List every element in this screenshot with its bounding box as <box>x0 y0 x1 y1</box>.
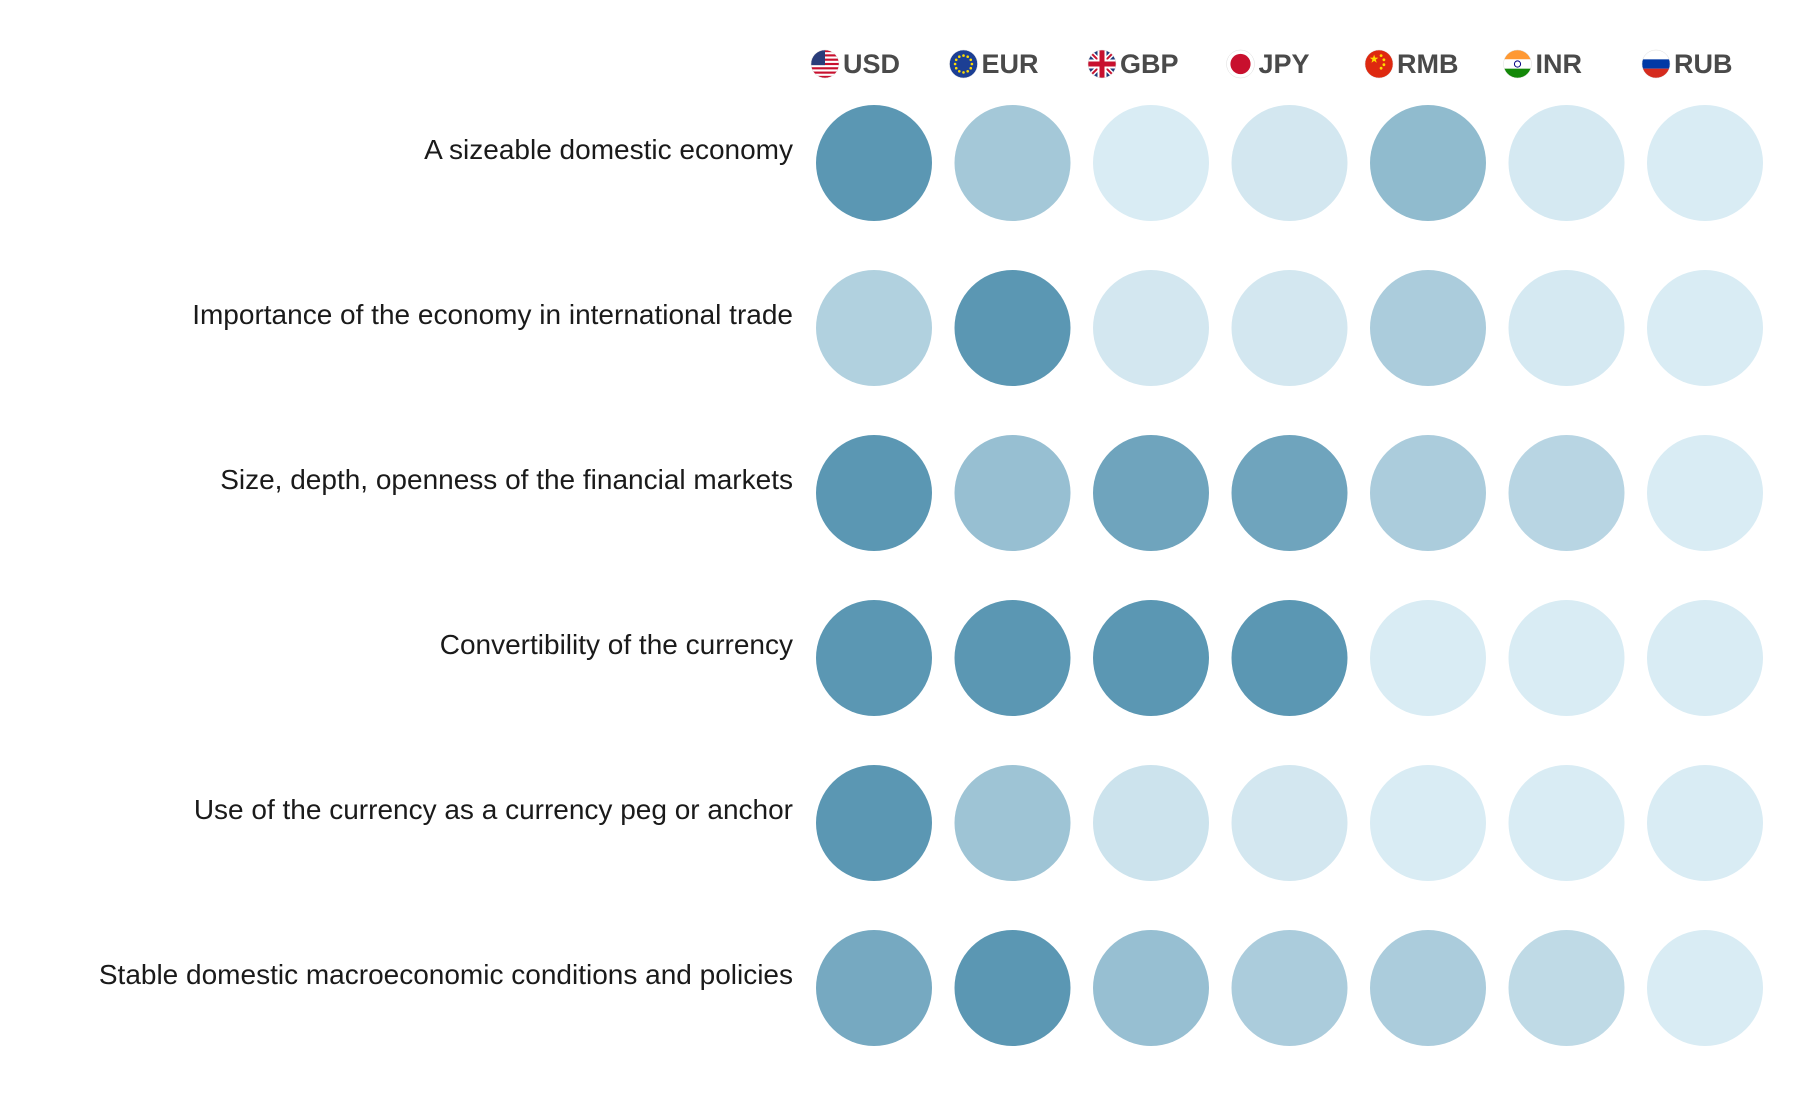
bubble-jpy-row-3 <box>1231 435 1348 551</box>
column-label: GBP <box>1120 49 1179 79</box>
column-header-rmb: RMB <box>1364 49 1459 79</box>
column-header-usd: USD <box>810 49 900 79</box>
row-label: Importance of the economy in internation… <box>192 299 793 330</box>
row-label: Convertibility of the currency <box>440 629 793 660</box>
bubble-gbp-row-2 <box>1093 270 1209 386</box>
bubble-jpy-row-1 <box>1231 105 1348 221</box>
column-label: JPY <box>1259 49 1310 79</box>
japan-flag-icon <box>1226 49 1255 79</box>
uk-flag-icon <box>1087 49 1117 79</box>
bubble-gbp-row-1 <box>1093 105 1209 221</box>
row-label: A sizeable domestic economy <box>424 134 793 165</box>
bubble-jpy-row-4 <box>1231 600 1348 716</box>
russia-flag-icon <box>1641 49 1671 79</box>
bubble-gbp-row-3 <box>1093 435 1209 551</box>
bubble-rmb-row-4 <box>1370 600 1486 716</box>
column-label: RUB <box>1674 49 1733 79</box>
bubble-rub-row-4 <box>1647 600 1763 716</box>
bubble-usd-row-4 <box>816 600 932 716</box>
bubble-rub-row-3 <box>1647 435 1763 551</box>
bubble-rmb-row-2 <box>1370 270 1486 386</box>
bubble-rub-row-6 <box>1647 930 1763 1046</box>
bubble-jpy-row-2 <box>1231 270 1348 386</box>
bubble-eur-row-2 <box>954 270 1071 386</box>
row-label: Use of the currency as a currency peg or… <box>194 794 793 825</box>
bubble-usd-row-5 <box>816 765 932 881</box>
bubble-gbp-row-4 <box>1093 600 1209 716</box>
column-label: EUR <box>982 49 1039 79</box>
bubble-inr-row-2 <box>1508 270 1625 386</box>
bubble-eur-row-5 <box>954 765 1071 881</box>
bubble-usd-row-6 <box>816 930 932 1046</box>
column-header-eur: EUR <box>949 49 1039 79</box>
column-header-jpy: JPY <box>1226 49 1310 79</box>
bubble-inr-row-3 <box>1508 435 1625 551</box>
bubble-grid <box>816 105 1763 1046</box>
column-label: USD <box>843 49 900 79</box>
bubble-rub-row-2 <box>1647 270 1763 386</box>
bubble-inr-row-4 <box>1508 600 1625 716</box>
column-header-inr: INR <box>1503 49 1583 79</box>
bubble-rmb-row-6 <box>1370 930 1486 1046</box>
bubble-rmb-row-3 <box>1370 435 1486 551</box>
bubble-inr-row-5 <box>1508 765 1625 881</box>
bubble-rub-row-5 <box>1647 765 1763 881</box>
bubble-eur-row-3 <box>954 435 1071 551</box>
column-header-rub: RUB <box>1641 49 1733 79</box>
india-flag-icon <box>1503 49 1532 79</box>
bubble-eur-row-6 <box>954 930 1071 1046</box>
bubble-gbp-row-6 <box>1093 930 1209 1046</box>
bubble-rub-row-1 <box>1647 105 1763 221</box>
eu-flag-icon <box>949 49 978 79</box>
bubble-eur-row-1 <box>954 105 1071 221</box>
bubble-jpy-row-5 <box>1231 765 1348 881</box>
bubble-usd-row-2 <box>816 270 932 386</box>
bubble-inr-row-1 <box>1508 105 1625 221</box>
bubble-jpy-row-6 <box>1231 930 1348 1046</box>
bubble-rmb-row-5 <box>1370 765 1486 881</box>
bubble-gbp-row-5 <box>1093 765 1209 881</box>
bubble-inr-row-6 <box>1508 930 1625 1046</box>
us-flag-icon <box>810 49 840 79</box>
column-label: RMB <box>1397 49 1459 79</box>
bubble-rmb-row-1 <box>1370 105 1486 221</box>
bubble-usd-row-1 <box>816 105 932 221</box>
column-headers: USD EUR GBP JPY RMB INR RUB <box>810 49 1733 79</box>
row-labels: A sizeable domestic economy Importance of… <box>99 134 793 990</box>
column-header-gbp: GBP <box>1087 49 1179 79</box>
bubble-eur-row-4 <box>954 600 1071 716</box>
china-flag-icon <box>1364 49 1394 79</box>
bubble-usd-row-3 <box>816 435 932 551</box>
row-label: Size, depth, openness of the financial m… <box>220 464 793 495</box>
row-label: Stable domestic macroeconomic conditions… <box>99 959 793 990</box>
column-label: INR <box>1536 49 1583 79</box>
